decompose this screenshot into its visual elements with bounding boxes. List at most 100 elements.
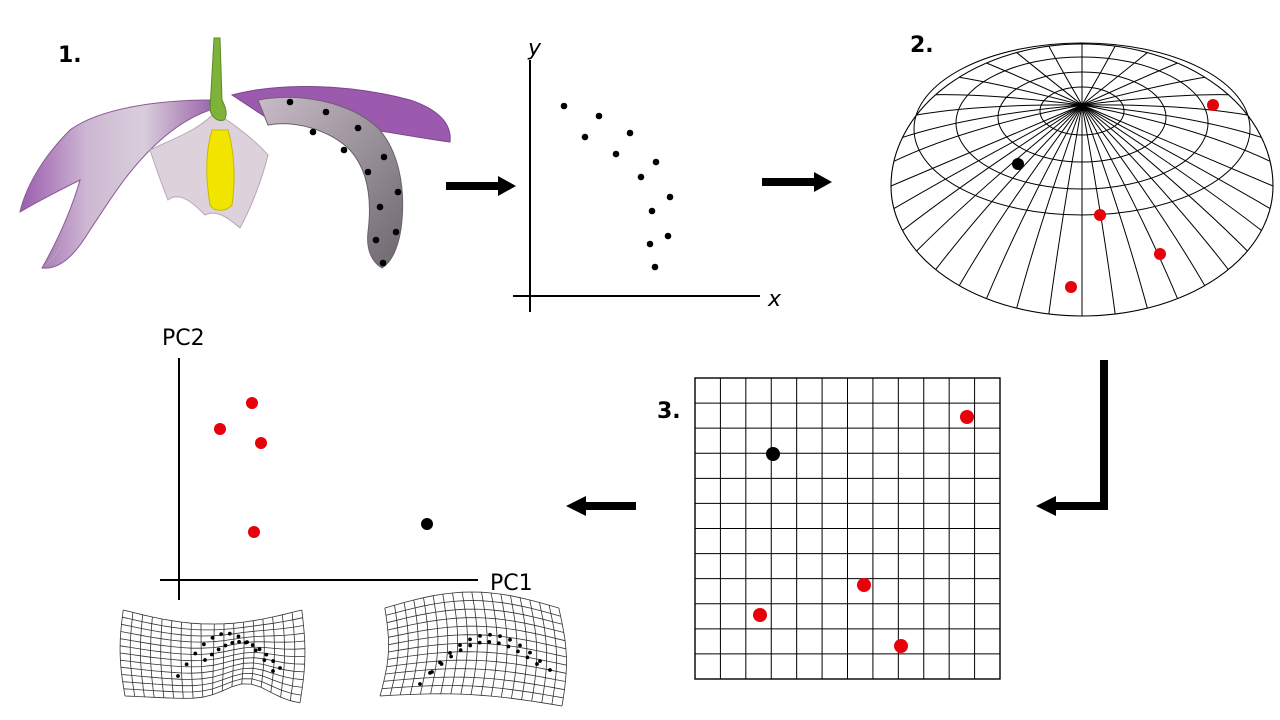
hemisphere-meridian [1081, 104, 1248, 116]
flower-landmark-dot [286, 98, 294, 106]
hemisphere-point [1065, 281, 1077, 293]
deformation-grid-line [450, 592, 458, 694]
hemisphere-meridian [1081, 76, 1205, 106]
landmark-point [581, 133, 589, 141]
deformation-landmark-dot [257, 647, 262, 652]
deformation-grid-line [399, 602, 409, 695]
deformation-landmark-dot [278, 666, 282, 670]
deformation-landmark-dot [227, 631, 232, 636]
deformation-grid-line [440, 594, 449, 694]
deformation-landmark-dot [262, 658, 267, 663]
deformation-landmark-dot [516, 649, 520, 654]
deformation-landmark-dot [202, 642, 206, 647]
deformation-landmark-dot [244, 640, 248, 645]
hemisphere-meridian [1081, 104, 1148, 309]
landmark-point [666, 193, 674, 201]
deformation-grid-line [129, 612, 136, 697]
deformation-grid-line [460, 592, 468, 695]
deformation-landmark-dot [488, 632, 492, 637]
deformation-landmark-dot [477, 640, 482, 645]
deformation-landmark-dot [219, 632, 224, 637]
hemisphere-meridian [1081, 104, 1206, 286]
deformation-landmark-dot [498, 634, 502, 639]
deformation-grid-line [470, 591, 478, 695]
deformation-landmark-dot [430, 670, 434, 674]
tangent-point [753, 608, 767, 622]
step-1-label: 1. [58, 43, 82, 68]
deformation-grid-line [299, 609, 306, 703]
hemisphere-meridian [1081, 104, 1262, 138]
tangent-grid-lines [694, 377, 1001, 680]
deformation-grid-line [170, 620, 174, 699]
deformation-grid-line [241, 622, 245, 684]
flower-landmarks [286, 98, 402, 267]
hemisphere-meridian [1081, 62, 1178, 106]
deformation-landmark-dot [176, 674, 180, 678]
deformation-grid-left [119, 609, 306, 704]
landmark-plot: y x [513, 36, 782, 312]
deformation-landmark-dot [210, 635, 215, 640]
deformation-grid-line [119, 609, 126, 697]
arrow-right-2 [762, 172, 832, 192]
deformation-grid-line [200, 623, 204, 698]
hemisphere-meridian [1081, 45, 1116, 106]
pca-x-label: PC1 [490, 571, 533, 596]
deformation-grid-line [384, 591, 559, 609]
deformation-landmark-dot [193, 651, 198, 656]
tangent-mean-point [766, 447, 780, 461]
deformation-grid-line [123, 609, 302, 625]
flower-landmark-dot [309, 128, 317, 136]
hemisphere-meridian [893, 104, 1083, 162]
deformation-grid-line [529, 599, 538, 702]
deformation-grid-line [120, 657, 305, 668]
arrow-left [566, 496, 636, 516]
deformation-landmark-dot [478, 633, 482, 638]
deformation-landmark-dot [496, 641, 501, 646]
flower-landmark-dot [372, 236, 380, 244]
deformation-grid-line [289, 612, 296, 701]
landmark-point [637, 173, 645, 181]
hemisphere-meridian [1081, 52, 1148, 106]
deformation-grid-line [420, 597, 429, 695]
deformation-grid-line [490, 592, 498, 697]
pca-mean-point [421, 518, 433, 530]
deformation-landmark-dot [487, 640, 492, 644]
deformation-grid-line [519, 597, 528, 700]
flower-landmark-dot [380, 153, 388, 161]
deformation-grid-line [379, 607, 390, 697]
flower-landmark-dot [379, 259, 387, 267]
deformation-landmark-dot [236, 634, 241, 639]
hemisphere-meridian [1081, 104, 1248, 252]
flower-landmark-dot [322, 108, 330, 116]
landmark-point [651, 263, 659, 271]
pca-point [255, 437, 267, 449]
tangent-point [960, 410, 974, 424]
deformation-landmark-dot [209, 652, 214, 657]
flower-landmark-dot [340, 146, 348, 154]
deformation-landmark-dot [264, 652, 269, 657]
deformation-landmark-dot [506, 644, 511, 649]
deformation-grid-line [122, 616, 303, 631]
deformation-grid-line [150, 616, 155, 698]
landmark-point [612, 150, 620, 158]
hemisphere-meridian [893, 104, 1083, 210]
hemisphere-point [1094, 209, 1106, 221]
deformation-grid-line [190, 623, 194, 699]
deformation-grid-line [379, 693, 563, 707]
deformation-grid-line [270, 616, 275, 693]
hemisphere-point [1154, 248, 1166, 260]
hemisphere-point [1207, 99, 1219, 111]
flower-landmark-dot [364, 168, 372, 176]
deformation-grid-line [409, 599, 419, 695]
landmark-points [560, 102, 674, 271]
deformation-landmark-dot [223, 643, 228, 648]
shape-space-hemisphere [890, 42, 1274, 317]
flower-landmark-dot [376, 203, 384, 211]
hemisphere-meridian [902, 104, 1083, 231]
hemisphere-meridian [1081, 104, 1274, 187]
hemisphere-meridian [1048, 45, 1083, 106]
deformation-landmark-dot [525, 655, 530, 660]
hemisphere-meridian [1081, 94, 1229, 106]
deformation-grid-line [389, 605, 399, 696]
